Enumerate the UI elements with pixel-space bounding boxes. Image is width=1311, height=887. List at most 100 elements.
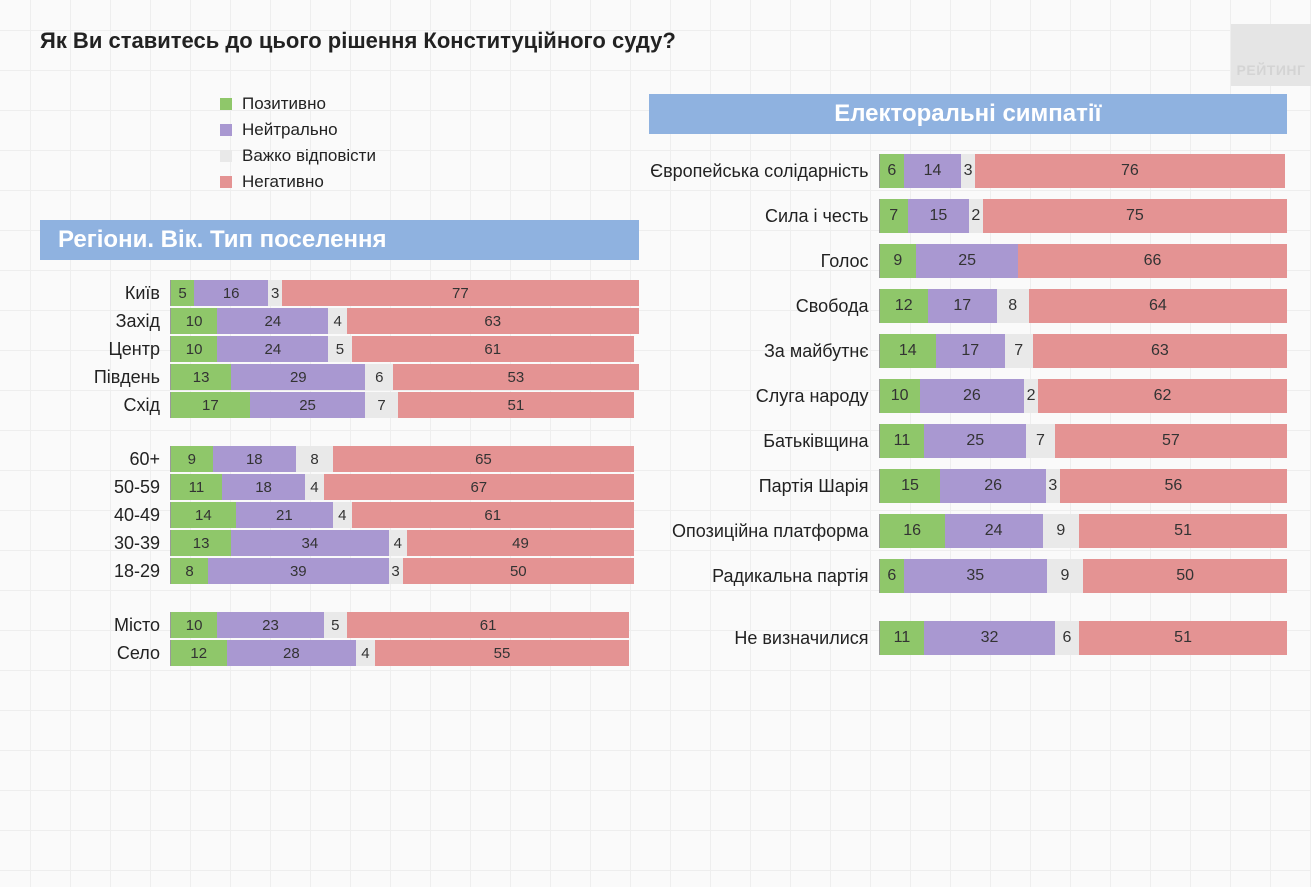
chart-title: Як Ви ставитесь до цього рішення Констит… [40,28,1287,54]
bar-row-label: Голос [649,251,879,272]
bar-segment: 26 [940,469,1045,503]
bar-segment: 6 [365,364,393,390]
bar-segment: 16 [194,280,268,306]
bar-segment: 4 [356,640,375,666]
bar-row: Батьківщина1125757 [649,424,1287,458]
bar-segment: 25 [916,244,1018,278]
bar-segment: 17 [928,289,997,323]
bar-segment: 5 [171,280,194,306]
bar-segment: 9 [880,244,917,278]
bar-segment: 7 [365,392,397,418]
bar-row: Опозиційна платформа1624951 [649,514,1287,548]
bar-track: 1421461 [170,502,639,528]
bar-track: 614376 [879,154,1287,188]
bar-segment: 9 [1043,514,1080,548]
bar-segment: 66 [1018,244,1287,278]
bar-segment: 4 [389,530,408,556]
bar-row: Європейська солідарність614376 [649,154,1287,188]
bar-segment: 32 [924,621,1054,655]
bar-group: Не визначилися1132651 [649,621,1287,655]
bar-segment: 49 [407,530,634,556]
bar-segment: 10 [880,379,920,413]
bar-row-label: Південь [40,367,170,388]
bar-segment: 51 [1079,514,1287,548]
bar-track: 1024561 [170,336,639,362]
bar-track: 1132651 [879,621,1287,655]
legend-swatch [220,98,232,110]
right-column: Електоральні симпатії Європейська соліда… [649,94,1287,683]
legend-swatch [220,176,232,188]
bar-segment: 2 [969,199,983,233]
bar-row: Голос92566 [649,244,1287,278]
bar-segment: 53 [393,364,638,390]
bar-segment: 63 [347,308,639,334]
bar-row: 30-391334449 [40,530,639,556]
bar-track: 516377 [170,280,639,306]
bar-row: Захід1024463 [40,308,639,334]
bar-row: Не визначилися1132651 [649,621,1287,655]
bar-segment: 21 [236,502,333,528]
bar-segment: 34 [231,530,388,556]
bar-segment: 8 [296,446,333,472]
bar-segment: 15 [880,469,941,503]
bar-row: Сила і честь715275 [649,199,1287,233]
bar-segment: 2 [1024,379,1038,413]
bar-segment: 24 [945,514,1043,548]
bar-segment: 24 [217,336,328,362]
bar-segment: 11 [171,474,222,500]
bar-track: 1725751 [170,392,639,418]
bar-row: 50-591118467 [40,474,639,500]
legend-swatch [220,124,232,136]
bar-row-label: Київ [40,283,170,304]
bar-segment: 7 [1005,334,1033,368]
bar-segment: 4 [328,308,347,334]
bar-segment: 50 [1083,559,1287,593]
bar-segment: 11 [880,424,925,458]
bar-row-label: Свобода [649,296,879,317]
bar-row: Південь1329653 [40,364,639,390]
bar-track: 92566 [879,244,1287,278]
left-section-header: Регіони. Вік. Тип поселення [40,220,639,260]
right-section-header: Електоральні симпатії [649,94,1287,134]
bar-segment: 8 [171,558,208,584]
bar-segment: 3 [1046,469,1060,503]
bar-row-label: Радикальна партія [649,566,879,587]
bar-row-label: Європейська солідарність [649,161,879,182]
bar-row-label: Село [40,643,170,664]
bar-track: 635950 [879,559,1287,593]
bar-segment: 17 [936,334,1005,368]
bar-segment: 15 [908,199,969,233]
bar-segment: 10 [171,336,217,362]
bar-row-label: 18-29 [40,561,170,582]
bar-segment: 57 [1055,424,1287,458]
bar-track: 1417763 [879,334,1287,368]
bar-segment: 3 [389,558,403,584]
bar-row-label: Не визначилися [649,628,879,649]
bar-segment: 3 [268,280,282,306]
bar-segment: 24 [217,308,328,334]
bar-segment: 3 [961,154,975,188]
bar-segment: 10 [171,612,217,638]
bar-track: 1228455 [170,640,639,666]
bar-track: 1334449 [170,530,639,556]
legend-label: Позитивно [242,94,326,114]
bar-track: 839350 [170,558,639,584]
bar-row-label: За майбутнє [649,341,879,362]
bar-segment: 8 [997,289,1029,323]
bar-group: Європейська солідарність614376Сила і чес… [649,154,1287,593]
bar-segment: 7 [880,199,908,233]
bar-track: 1125757 [879,424,1287,458]
bar-track: 1118467 [170,474,639,500]
bar-track: 715275 [879,199,1287,233]
bar-track: 1329653 [170,364,639,390]
bar-segment: 67 [324,474,634,500]
bar-segment: 25 [250,392,366,418]
bar-segment: 7 [1026,424,1055,458]
bar-row-label: 40-49 [40,505,170,526]
bar-segment: 61 [352,502,634,528]
bar-segment: 17 [171,392,250,418]
bar-segment: 9 [1047,559,1084,593]
bar-segment: 75 [983,199,1287,233]
bar-segment: 14 [880,334,936,368]
bar-segment: 29 [231,364,365,390]
